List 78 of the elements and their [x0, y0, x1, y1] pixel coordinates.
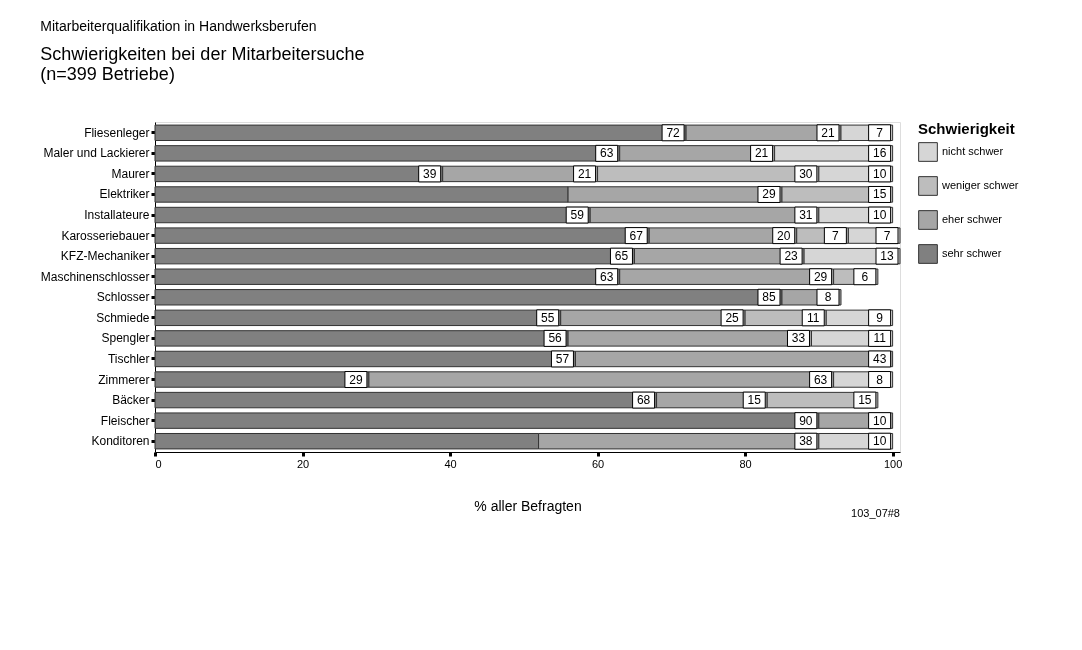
legend-label: weniger schwer — [941, 179, 1019, 191]
data-label: 85 — [762, 290, 776, 305]
data-label: 21 — [577, 166, 592, 181]
data-label: 15 — [858, 393, 872, 408]
data-label: 21 — [754, 146, 769, 161]
data-label: 68 — [636, 393, 651, 408]
x-tick-label: 60 — [591, 457, 605, 470]
data-label: 57 — [555, 351, 570, 366]
data-label: 11 — [873, 331, 887, 346]
legend-title: Schwierigkeit — [918, 120, 1015, 137]
data-label: 8 — [824, 290, 832, 305]
legend-label: sehr schwer — [942, 247, 1002, 259]
data-label: 29 — [762, 187, 776, 202]
y-tick-label: Konditoren — [91, 434, 150, 449]
x-tick-label: 40 — [444, 457, 457, 470]
data-label: 25 — [725, 310, 740, 325]
data-label: 16 — [872, 146, 887, 161]
data-label: 59 — [570, 208, 585, 223]
y-tick-label: Fleischer — [100, 413, 150, 428]
y-tick-label: Maler und Lackierer — [43, 146, 150, 161]
data-label: 15 — [747, 393, 762, 408]
data-label: 29 — [813, 269, 828, 284]
data-label: 21 — [821, 125, 835, 140]
data-label: 10 — [872, 434, 887, 449]
data-label: 63 — [600, 146, 614, 161]
data-label: 6 — [861, 269, 869, 284]
data-label: 23 — [784, 249, 799, 264]
data-label: 63 — [813, 372, 828, 387]
data-label: 67 — [629, 228, 644, 243]
y-tick-label: Karosseriebauer — [61, 228, 150, 243]
data-label: 29 — [349, 372, 363, 387]
legend-label: eher schwer — [942, 213, 1003, 225]
data-label: 30 — [799, 166, 813, 181]
data-label: 56 — [548, 331, 563, 346]
y-tick-label: Schmiede — [96, 310, 150, 325]
data-label: 7 — [832, 228, 840, 243]
y-tick-label: Fliesenleger — [84, 125, 150, 140]
data-label: 90 — [799, 413, 813, 428]
y-tick-label: Installateure — [84, 208, 150, 223]
data-label: 13 — [880, 249, 894, 264]
x-tick-label: 80 — [739, 457, 752, 470]
data-label: 63 — [600, 269, 614, 284]
data-label: 7 — [876, 125, 884, 140]
data-label: 43 — [872, 351, 887, 366]
data-label: 15 — [872, 187, 887, 202]
data-label: 20 — [777, 228, 791, 243]
y-tick-label: Schlosser — [96, 290, 150, 305]
data-label: 10 — [872, 413, 887, 428]
x-axis-title: % aller Befragten — [474, 497, 582, 514]
data-label: 10 — [872, 166, 887, 181]
data-label: 72 — [666, 125, 681, 140]
y-tick-label: Spengler — [101, 331, 150, 346]
y-tick-label: Zimmerer — [98, 372, 150, 387]
data-label: 7 — [883, 228, 891, 243]
text: 103_07#8 — [851, 507, 900, 519]
data-label: 9 — [876, 310, 884, 325]
x-tick-label: 20 — [296, 457, 310, 470]
y-tick-label: Tischler — [107, 351, 150, 366]
data-label: 8 — [876, 372, 884, 387]
data-label: 65 — [614, 249, 629, 264]
data-label: 55 — [541, 310, 555, 325]
y-tick-label: Bäcker — [112, 393, 150, 408]
y-tick-label: Elektriker — [99, 187, 150, 202]
y-tick-label: Maschinenschlosser — [40, 269, 150, 284]
y-tick-label: Maurer — [111, 166, 150, 181]
data-label: 10 — [872, 208, 887, 223]
y-tick-label: KFZ-Mechaniker — [60, 249, 150, 264]
x-tick-label: 100 — [883, 457, 903, 470]
data-label: 31 — [799, 208, 813, 223]
legend-label: nicht schwer — [942, 145, 1004, 157]
x-tick-label: 0 — [155, 457, 162, 470]
chart-subtitle: Schwierigkeiten bei der Mitarbeitersuche — [40, 44, 365, 64]
text: (n=399 Betriebe) — [40, 64, 175, 84]
chart-title: Mitarbeiterqualifikation in Handwerksberufen — [40, 18, 317, 34]
data-label: 11 — [807, 310, 820, 325]
data-label: 39 — [422, 166, 437, 181]
data-label: 38 — [799, 434, 813, 449]
data-label: 33 — [791, 331, 806, 346]
